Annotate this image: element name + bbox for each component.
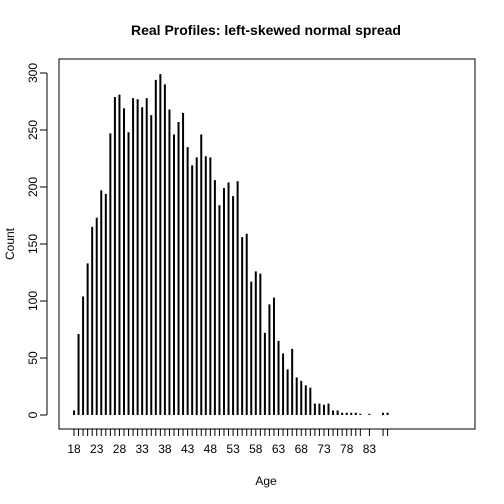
x-tick-label: 23 <box>90 442 104 456</box>
chart-title: Real Profiles: left-skewed normal spread <box>131 22 401 38</box>
y-axis-label: Count <box>3 227 17 260</box>
x-tick-label: 53 <box>226 442 240 456</box>
y-tick-label: 50 <box>26 351 40 365</box>
y-tick-label: 150 <box>26 234 40 254</box>
y-tick-label: 250 <box>26 120 40 140</box>
x-tick-label: 68 <box>295 442 309 456</box>
y-tick-label: 100 <box>26 291 40 311</box>
x-tick-label: 38 <box>158 442 172 456</box>
x-tick-label: 28 <box>113 442 127 456</box>
y-tick-label: 0 <box>26 411 40 418</box>
x-tick-label: 58 <box>249 442 263 456</box>
x-tick-label: 63 <box>272 442 286 456</box>
y-tick-label: 300 <box>26 63 40 83</box>
bars-group <box>73 74 389 415</box>
x-tick-label: 43 <box>181 442 195 456</box>
x-tick-label: 73 <box>317 442 331 456</box>
x-tick-label: 18 <box>67 442 81 456</box>
x-tick-label: 83 <box>363 442 377 456</box>
y-axis: 0 50 100 150 200 250 300 <box>26 63 48 418</box>
x-axis-label: Age <box>255 474 277 488</box>
x-axis: 18 23 28 33 38 43 48 53 58 63 68 73 78 83 <box>67 428 389 456</box>
y-tick-label: 200 <box>26 177 40 197</box>
x-tick-label: 48 <box>204 442 218 456</box>
plot-frame <box>58 58 476 430</box>
x-tick-label: 33 <box>135 442 149 456</box>
x-tick-label: 78 <box>340 442 354 456</box>
